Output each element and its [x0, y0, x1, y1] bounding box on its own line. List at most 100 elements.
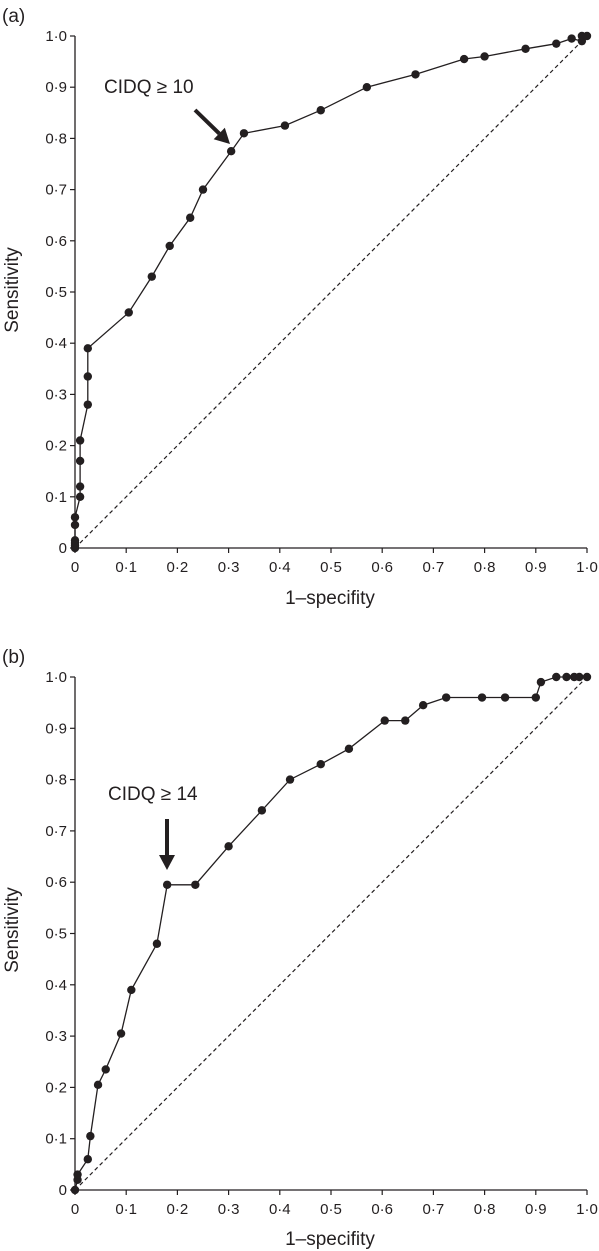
y-tick-label: 0·2: [45, 1079, 67, 1096]
data-point: [101, 1065, 110, 1074]
x-tick-label: 0·8: [474, 559, 496, 576]
data-point: [152, 939, 162, 948]
x-tick-label: 0·2: [167, 1201, 189, 1218]
x-axis-title-a: 1–specifity: [285, 588, 375, 609]
axis-ticks-a: 0 0·1 0·2 0·3 0·4 0·5 0·6 0·7 0·8 0·9 1·0 0 0·1 0·2 0·…: [45, 28, 598, 576]
x-tick-label: 0·7: [423, 1201, 445, 1218]
data-point: [552, 39, 561, 48]
x-tick-label: 0·7: [423, 559, 445, 576]
data-point: [116, 1029, 126, 1038]
x-tick-label: 1·0: [576, 1201, 598, 1218]
data-point: [575, 672, 584, 682]
x-tick-label: 1·0: [576, 559, 598, 576]
data-point: [70, 513, 80, 522]
y-tick-label: 0·1: [45, 489, 67, 506]
x-tick-label: 0: [71, 559, 79, 576]
data-point: [165, 241, 174, 251]
annotation-arrow-head: [213, 127, 230, 144]
data-point: [418, 701, 428, 710]
y-tick-label: 0·7: [45, 823, 67, 840]
data-point: [257, 806, 267, 815]
data-point: [224, 842, 233, 851]
y-tick-label: 0·6: [45, 874, 67, 891]
data-point: [521, 44, 530, 53]
data-point: [75, 482, 85, 491]
data-point: [186, 213, 195, 222]
x-tick-label: 0·4: [269, 559, 291, 576]
y-tick-label: 0·5: [45, 926, 67, 943]
data-point: [124, 308, 133, 317]
y-tick-label: 0·4: [45, 335, 67, 352]
data-point: [239, 129, 249, 138]
x-tick-label: 0·6: [371, 1201, 393, 1218]
data-point: [147, 272, 156, 281]
y-tick-label: 0·8: [45, 130, 67, 147]
x-tick-label: 0·1: [115, 559, 137, 576]
x-tick-label: 0·4: [269, 1201, 291, 1218]
x-tick-label: 0: [71, 1201, 79, 1218]
annotation-arrow: [193, 108, 221, 135]
y-tick-label: 0·3: [45, 1028, 67, 1045]
data-point: [411, 70, 420, 79]
data-point: [442, 693, 451, 702]
data-point: [344, 744, 354, 754]
data-point: [582, 31, 592, 41]
data-point: [567, 34, 576, 43]
data-point: [531, 693, 540, 702]
data-point: [83, 400, 93, 409]
data-point: [73, 1170, 82, 1179]
x-axis-title-b: 1–specifity: [285, 1229, 375, 1250]
data-point: [316, 106, 325, 115]
data-point: [380, 716, 389, 725]
y-tick-label: 0·2: [45, 438, 67, 455]
data-point: [582, 672, 592, 682]
y-tick-label: 0·9: [45, 720, 67, 737]
annotation-text-b: CIDQ ≥ 14: [108, 784, 198, 805]
data-point: [83, 1155, 93, 1164]
y-tick-label: 0·7: [45, 182, 67, 199]
x-tick-label: 0·5: [320, 559, 342, 576]
x-tick-label: 0·9: [525, 559, 547, 576]
x-tick-label: 0·1: [115, 1201, 137, 1218]
data-point: [480, 52, 489, 61]
data-point: [198, 185, 208, 194]
reference-diagonal: [74, 676, 588, 1191]
data-point: [191, 880, 200, 889]
panel-label-b: (b): [2, 647, 25, 668]
data-point: [75, 492, 85, 501]
y-axis-title-b: Sensitivity: [2, 887, 23, 973]
data-point: [226, 147, 236, 156]
reference-diagonal: [74, 35, 588, 549]
x-tick-label: 0·5: [320, 1201, 342, 1218]
x-tick-label: 0·3: [218, 1201, 240, 1218]
y-tick-label: 0·5: [45, 284, 67, 301]
data-point: [280, 121, 290, 130]
data-point: [162, 880, 172, 889]
y-tick-label: 0·3: [45, 386, 67, 403]
data-point: [75, 436, 85, 445]
data-point: [459, 54, 469, 64]
data-point: [477, 693, 487, 702]
x-tick-label: 0·3: [218, 559, 240, 576]
data-point: [401, 716, 410, 725]
data-point: [285, 775, 295, 784]
y-tick-label: 0·6: [45, 233, 67, 250]
y-axis-title-a: Sensitivity: [2, 247, 23, 333]
x-tick-label: 0·6: [371, 559, 393, 576]
axis-ticks-b: 0 0·1 0·2 0·3 0·4 0·5 0·6 0·7 0·8 0·9 1·0 0 0·1 0·2 0·…: [45, 669, 598, 1218]
data-point: [83, 344, 93, 353]
data-point: [552, 672, 561, 682]
data-marks-a: [70, 31, 592, 553]
y-tick-label: 0·9: [45, 79, 67, 96]
data-marks-b: [70, 672, 592, 1195]
data-point: [70, 520, 80, 530]
data-point: [536, 677, 546, 687]
y-tick-label: 0·8: [45, 772, 67, 789]
data-point: [93, 1080, 103, 1090]
y-tick-label: 1·0: [45, 28, 67, 45]
x-tick-label: 0·8: [474, 1201, 496, 1218]
data-point: [75, 456, 85, 466]
annotation-arrow-head: [159, 855, 175, 870]
